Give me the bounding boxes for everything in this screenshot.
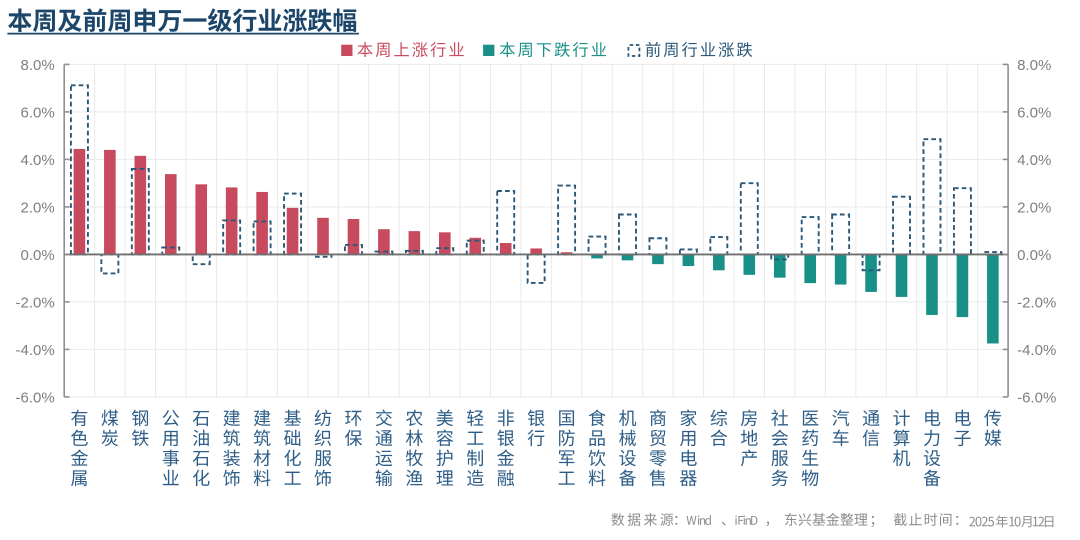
svg-text:-2.0%: -2.0% xyxy=(16,294,55,311)
svg-text:-6.0%: -6.0% xyxy=(1017,389,1056,406)
svg-text:6.0%: 6.0% xyxy=(1017,104,1051,121)
svg-text:-4.0%: -4.0% xyxy=(1017,342,1056,359)
svg-text:8.0%: 8.0% xyxy=(1017,57,1051,74)
svg-text:6.0%: 6.0% xyxy=(20,104,54,121)
svg-text:-4.0%: -4.0% xyxy=(16,342,55,359)
svg-text:0.0%: 0.0% xyxy=(1017,247,1051,264)
svg-text:2.0%: 2.0% xyxy=(1017,199,1051,216)
svg-text:-6.0%: -6.0% xyxy=(16,389,55,406)
svg-text:2.0%: 2.0% xyxy=(20,199,54,216)
svg-text:-2.0%: -2.0% xyxy=(1017,294,1056,311)
svg-text:0.0%: 0.0% xyxy=(20,247,54,264)
svg-text:4.0%: 4.0% xyxy=(20,152,54,169)
svg-text:8.0%: 8.0% xyxy=(20,57,54,74)
svg-text:4.0%: 4.0% xyxy=(1017,152,1051,169)
